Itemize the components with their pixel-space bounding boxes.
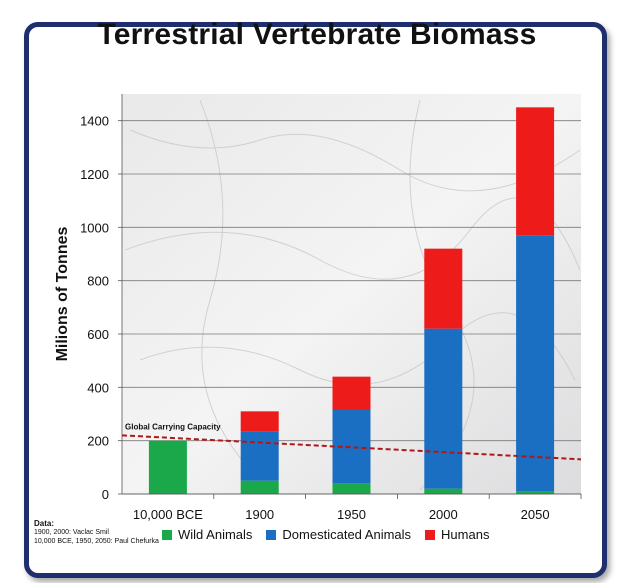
- bar-domesticated-animals: [516, 235, 555, 492]
- carrying-capacity: Global Carrying Capacity: [121, 422, 582, 461]
- bar-humans: [240, 411, 279, 432]
- y-axis: 0 200 400 600 800 1000 1200 1400: [80, 94, 123, 502]
- data-source: Data: 1900, 2000: Vaclac Smil 10,000 BCE…: [34, 519, 159, 546]
- bar-humans: [424, 248, 463, 329]
- bar-wild-animals: [516, 491, 555, 494]
- bar-wild-animals: [332, 483, 371, 494]
- y-tick-label: 600: [87, 327, 109, 342]
- bar-wild-animals: [424, 488, 463, 494]
- carrying-capacity-line: [121, 434, 582, 461]
- legend-item: Domesticated Animals: [266, 527, 411, 542]
- chart-title: Terrestrial Vertebrate Biomass: [97, 18, 537, 51]
- y-axis-label: Milions of Tonnes: [54, 227, 71, 362]
- bar-wild-animals: [240, 480, 279, 494]
- data-source-line-2: 10,000 BCE, 1950, 2050: Paul Chefurka: [34, 538, 159, 545]
- bar-domesticated-animals: [240, 431, 279, 481]
- x-axis: 10,000 BCE 1900 1950 2000 2050: [122, 493, 582, 522]
- carrying-capacity-label: Global Carrying Capacity: [125, 422, 221, 431]
- legend-item: Humans: [425, 527, 489, 542]
- legend-label: Domesticated Animals: [282, 527, 412, 542]
- legend-swatch: [266, 529, 277, 540]
- y-tick-label: 800: [87, 274, 109, 289]
- y-tick-label: 400: [87, 380, 109, 395]
- y-tick-label: 1000: [80, 220, 109, 235]
- legend-item: Wild Animals: [162, 527, 252, 542]
- legend-label: Humans: [441, 527, 490, 542]
- y-tick-label: 200: [87, 434, 109, 449]
- bars: [148, 107, 555, 494]
- x-tick-label: 2000: [429, 507, 458, 522]
- x-tick-label: 1950: [337, 507, 366, 522]
- x-tick-label: 1900: [245, 507, 274, 522]
- data-source-header: Data:: [34, 519, 55, 528]
- x-tick-label: 2050: [521, 507, 550, 522]
- bar-humans: [332, 376, 371, 410]
- bar-humans: [516, 107, 555, 236]
- x-tick-label: 10,000 BCE: [133, 507, 203, 522]
- legend-swatch: [425, 529, 436, 540]
- legend-swatch: [162, 529, 172, 540]
- y-tick-label: 1400: [80, 114, 109, 129]
- y-tick-label: 0: [102, 487, 109, 502]
- legend: Wild Animals Domesticated Animals Humans: [162, 527, 489, 542]
- data-source-line-1: 1900, 2000: Vaclac Smil: [34, 529, 109, 536]
- bar-domesticated-animals: [424, 328, 463, 489]
- legend-label: Wild Animals: [178, 527, 253, 542]
- y-tick-label: 1200: [80, 167, 109, 182]
- bar-wild-animals: [148, 440, 187, 494]
